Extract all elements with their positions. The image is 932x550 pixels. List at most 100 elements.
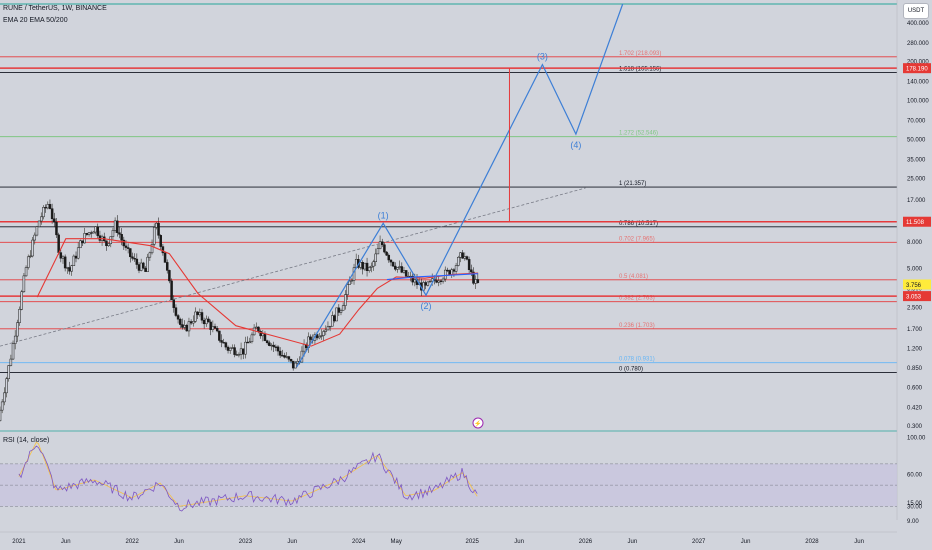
candle-body: [29, 255, 32, 258]
candle-body: [448, 270, 451, 275]
fib-level-label: 0.702 (7.965): [619, 236, 655, 242]
candle-body: [474, 279, 477, 284]
candle-body: [389, 259, 393, 263]
fib-level-label: 1 (21.357): [619, 181, 646, 187]
candle-body: [0, 409, 2, 422]
candle-body: [179, 318, 182, 325]
candle-body: [302, 344, 306, 352]
candle-body: [61, 256, 65, 259]
fib-level-label: 1.702 (218.093): [619, 51, 661, 57]
candle-body: [367, 267, 371, 271]
candle-body: [289, 358, 293, 362]
candle-body: [172, 299, 176, 308]
candle-body: [220, 340, 223, 343]
candle-body: [165, 262, 169, 271]
candle-body: [326, 326, 330, 331]
candle-body: [428, 280, 432, 283]
candle-body: [83, 233, 86, 244]
candle-body: [107, 243, 110, 247]
time-axis-tick: 2027: [692, 539, 706, 545]
candle-body: [113, 220, 117, 231]
candle-body: [192, 321, 195, 324]
candle-body: [439, 280, 443, 282]
candle-body: [463, 256, 467, 259]
candle-body: [461, 252, 464, 259]
candle-body: [441, 278, 445, 282]
candle-body: [16, 322, 19, 337]
candle-body: [152, 227, 156, 245]
candle-body: [270, 344, 273, 347]
candle-body: [437, 280, 440, 283]
currency-button[interactable]: USDT: [903, 3, 929, 19]
candle-body: [205, 318, 208, 325]
candle-body: [283, 355, 286, 358]
candle-body: [87, 232, 91, 235]
candle-body: [176, 315, 180, 320]
candle-body: [0, 401, 4, 411]
fib-level-label: 0.382 (2.763): [619, 296, 655, 302]
time-axis-tick: Jun: [854, 539, 864, 545]
candle-body: [337, 307, 341, 313]
wave-label: (4): [570, 140, 581, 150]
lightning-icon: ⚡: [474, 420, 481, 428]
candle-body: [470, 269, 473, 273]
candle-body: [281, 355, 284, 357]
candle-body: [472, 271, 475, 284]
rsi-axis-tick: 60.00: [907, 473, 923, 479]
price-axis-tick: 400.000: [907, 21, 929, 27]
time-axis-tick: Jun: [287, 539, 297, 545]
candle-body: [142, 262, 145, 269]
candle-body: [413, 279, 417, 283]
fib-level-label: 1.272 (52.546): [619, 131, 658, 137]
candle-body: [35, 226, 39, 236]
candle-body: [133, 258, 136, 260]
price-axis-tick: 280.000: [907, 41, 929, 47]
price-axis-tick: 2.500: [907, 305, 923, 311]
candle-body: [374, 253, 377, 262]
candle-body: [224, 342, 228, 348]
candle-body: [402, 270, 406, 273]
candle-body: [181, 324, 184, 328]
price-axis-tick: 50.000: [907, 137, 926, 143]
price-axis-tick: 140.000: [907, 80, 929, 86]
candle-body: [200, 312, 204, 321]
price-badge: [903, 216, 931, 227]
candle-body: [48, 204, 52, 209]
candle-body: [187, 321, 191, 332]
candle-body: [263, 333, 267, 341]
candle-body: [185, 325, 189, 332]
candle-body: [322, 331, 325, 336]
candle-body: [381, 241, 384, 245]
candle-body: [242, 348, 245, 355]
candle-body: [183, 325, 186, 328]
dashed-trendline: [0, 187, 586, 347]
fib-level-label: 0.5 (4.081): [619, 274, 648, 280]
candle-body: [226, 346, 230, 351]
rsi-legend[interactable]: RSI (14, close): [3, 437, 50, 444]
time-axis-tick: 2024: [352, 539, 366, 545]
time-axis-tick: Jun: [741, 539, 751, 545]
candle-body: [81, 240, 84, 244]
candle-body: [168, 270, 171, 282]
candle-body: [252, 327, 256, 336]
price-axis-tick: 0.420: [907, 405, 923, 411]
time-axis-tick: 2023: [239, 539, 253, 545]
price-badge: [903, 63, 931, 74]
fib-level-label: 0.236 (1.703): [619, 323, 655, 329]
candle-body: [57, 234, 60, 253]
price-badge: [903, 291, 931, 302]
indicator-legend[interactable]: EMA 20 EMA 50/200: [3, 17, 68, 24]
price-badge: [903, 279, 931, 290]
candle-body: [74, 255, 78, 259]
candle-body: [150, 244, 154, 254]
candle-body: [116, 220, 119, 233]
candle-body: [285, 356, 288, 358]
candle-body: [341, 305, 345, 311]
price-axis-tick: 0.850: [907, 366, 923, 372]
fib-level-label: 0 (0.780): [619, 367, 643, 373]
candle-body: [237, 354, 241, 356]
candle-body: [398, 266, 401, 268]
candle-body: [31, 239, 34, 257]
